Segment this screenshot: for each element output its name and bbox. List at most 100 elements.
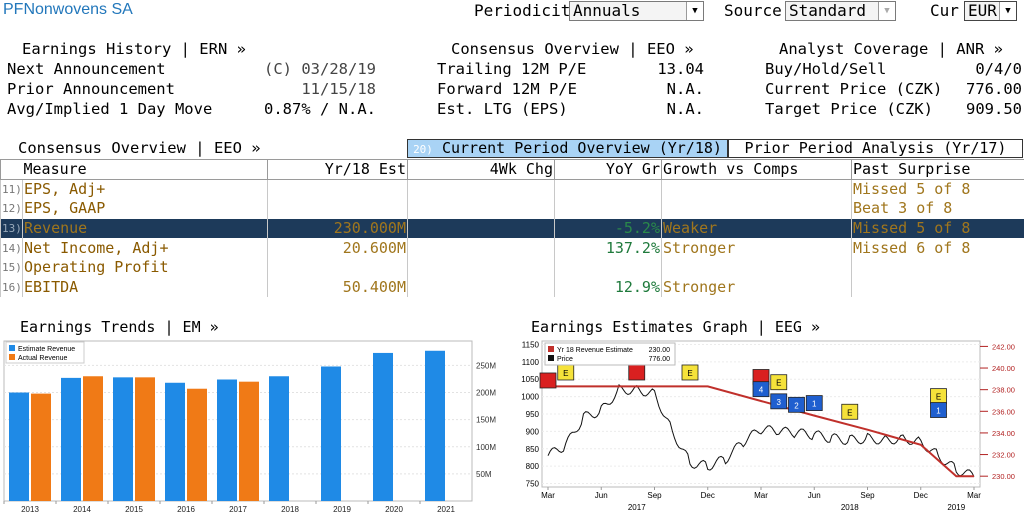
legend-label-estimate: Estimate Revenue [18,346,75,353]
est-ltg-value: N.A. [666,100,704,118]
change-cell [407,238,555,258]
right-tick-label: 236.00 [992,407,1015,416]
earnings-history-header[interactable]: Earnings History | ERN » [22,40,246,58]
column-header-yoy-growth[interactable]: YoY Gr [554,159,662,180]
target-price-label: Target Price (CZK) [765,100,933,118]
change-cell [407,277,555,298]
measure-cell: Operating Profit [22,257,268,278]
surprise-cell: Missed 5 of 8 [851,218,1024,239]
yoy-cell [554,257,662,278]
left-tick-label: 1100 [522,358,540,367]
tab-current-label: Current Period Overview (Yr/18) [441,139,722,157]
row-number: 15) [0,257,23,278]
x-tick-label: Jun [595,491,608,500]
estimate-cell [267,199,408,219]
table-row[interactable]: 11) EPS, Adj+ Missed 5 of 8 [0,179,1024,200]
x-tick-label: 2017 [229,505,247,514]
buy-hold-sell-value: 0/4/0 [975,60,1022,78]
column-header-growth-vs-comps[interactable]: Growth vs Comps [661,159,852,180]
earnings-trends-chart: 250M 200M 150M 100M 50M 2013 2014 2015 2016 2017 2… [3,340,496,514]
estimate-cell: 50.400M [267,277,408,298]
earnings-trends-header[interactable]: Earnings Trends | EM » [20,318,219,336]
estimate-marker [788,396,805,413]
trailing-pe-label: Trailing 12M P/E [437,60,587,78]
prior-announcement-value: 11/15/18 [301,80,376,98]
x-tick-label: 2013 [21,505,39,514]
legend-label-actual: Actual Revenue [18,355,68,362]
year-label: 2017 [628,503,646,512]
column-header-past-surprise[interactable]: Past Surprise [851,159,1024,180]
forward-pe-value: N.A. [666,80,704,98]
actual-bar [83,376,103,501]
left-tick-label: 900 [526,427,540,436]
estimate-cell [267,257,408,278]
table-row[interactable]: 14) Net Income, Adj+ 20.600M 137.2% Stronger… [0,238,1024,258]
trailing-pe-value: 13.04 [657,60,704,78]
surprise-cell: Beat 3 of 8 [851,199,1024,219]
estimate-marker [930,402,947,418]
left-tick-label: 950 [526,410,540,419]
periodicity-select[interactable]: Annuals ▼ [569,1,704,21]
section-header[interactable]: Consensus Overview | EEO » [18,139,261,157]
estimate-marker [841,403,859,420]
estimate-bar [269,376,289,501]
consensus-table: Measure Yr/18 Est 4Wk Chg YoY Gr Growth … [0,159,1024,298]
chevron-down-icon[interactable]: ▼ [999,2,1016,20]
comps-cell [661,179,852,200]
x-tick-label: Mar [541,491,555,500]
x-tick-label: 2018 [281,505,299,514]
currency-select[interactable]: EUR ▼ [964,1,1017,21]
comps-cell: Stronger [661,277,852,298]
estimate-marker [681,364,699,381]
x-tick-label: 2015 [125,505,143,514]
surprise-cell: Missed 6 of 8 [851,238,1024,258]
column-header-4wk-change[interactable]: 4Wk Chg [407,159,555,180]
right-tick-label: 234.00 [992,429,1015,438]
legend-swatch-estimate [548,346,554,352]
y-tick-label: 100M [476,443,496,452]
table-row[interactable]: 13) Revenue 230.000M -5.2% Weaker Missed 5 of… [0,218,1024,239]
legend-swatch-price [548,355,554,361]
chevron-down-icon[interactable]: ▼ [686,2,703,20]
table-row[interactable]: 12) EPS, GAAP Beat 3 of 8 [0,199,1024,219]
row-number: 13) [0,218,23,239]
left-tick-label: 1050 [521,375,539,384]
table-row[interactable]: 16) EBITDA 50.400M 12.9% Stronger [0,277,1024,298]
tab-prior-period[interactable]: Prior Period Analysis (Yr/17) [728,139,1023,158]
periodicity-value: Annuals [573,1,641,20]
x-tick-label: 2021 [437,505,455,514]
row-number: 14) [0,238,23,258]
table-row[interactable]: 15) Operating Profit [0,257,1024,278]
x-tick-label: 2020 [385,505,403,514]
y-tick-label: 250M [476,361,496,370]
estimate-bar [113,377,133,501]
company-title: PFNonwovens SA [3,1,133,18]
consensus-overview-header[interactable]: Consensus Overview | EEO » [451,40,694,58]
comps-cell: Weaker [661,218,852,239]
chevron-down-icon[interactable]: ▼ [878,2,895,20]
right-tick-label: 232.00 [992,451,1015,460]
currency-label: Cur [930,1,959,20]
legend-value-price: 776.00 [649,356,671,363]
estimate-bar [217,379,237,501]
source-select[interactable]: Standard ▼ [785,1,896,21]
column-header-estimate[interactable]: Yr/18 Est [267,159,408,180]
analyst-coverage-header[interactable]: Analyst Coverage | ANR » [779,40,1003,58]
comps-cell [661,199,852,219]
column-header-measure[interactable]: Measure [22,159,268,180]
estimate-marker-label: E [563,369,568,378]
periodicity-label: Periodicity [474,1,580,20]
x-tick-label: 2014 [73,505,91,514]
revenue-estimate-line [548,385,974,478]
surprise-cell [851,277,1024,298]
y-tick-label: 50M [476,470,492,479]
current-price-value: 776.00 [966,80,1022,98]
measure-cell: Net Income, Adj+ [22,238,268,258]
earnings-estimates-graph-header[interactable]: Earnings Estimates Graph | EEG » [531,318,820,336]
estimate-marker-label: E [936,393,941,402]
tab-current-period[interactable]: 20) Current Period Overview (Yr/18) [407,139,728,158]
measure-cell: EPS, Adj+ [22,179,268,200]
x-tick-label: Mar [754,491,768,500]
x-tick-label: Mar [967,491,981,500]
year-label: 2019 [947,503,965,512]
